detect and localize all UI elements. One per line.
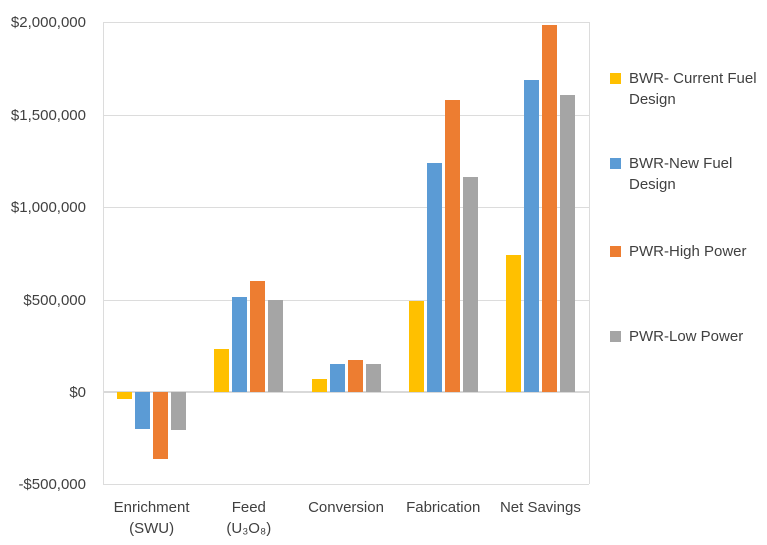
y-tick-label: $2,000,000 — [10, 14, 86, 32]
gridline — [103, 484, 589, 486]
legend-item: BWR- Current Fuel Design — [610, 68, 767, 110]
bar — [462, 176, 478, 392]
bar — [153, 392, 169, 459]
bar — [135, 392, 151, 429]
bar — [365, 364, 381, 392]
bar — [171, 392, 187, 430]
bar — [347, 359, 363, 392]
y-tick-label: $1,000,000 — [10, 199, 86, 217]
bar — [232, 296, 248, 392]
legend-swatch — [610, 158, 621, 169]
gridline — [103, 299, 589, 301]
legend-swatch — [610, 73, 621, 84]
x-category-label: Fabrication — [406, 499, 481, 516]
zero-axis-line — [103, 391, 589, 393]
bar — [559, 95, 575, 392]
plot-border-left — [103, 22, 104, 484]
bar — [117, 392, 133, 400]
legend-swatch — [610, 331, 621, 342]
legend-label: PWR-Low Power — [629, 328, 744, 345]
x-category-label: Feed (U₃O₈) — [226, 499, 272, 537]
bar — [444, 100, 460, 392]
legend: BWR- Current Fuel Design BWR-New Fuel Des… — [602, 0, 767, 545]
y-tick-label: $500,000 — [23, 291, 86, 309]
bar — [329, 364, 345, 392]
bar — [250, 281, 266, 392]
gridline — [103, 207, 589, 209]
gridline — [103, 114, 589, 116]
bar — [523, 79, 539, 392]
bar — [426, 162, 442, 392]
legend-label: BWR- Current Fuel Design — [629, 70, 757, 108]
bar — [505, 255, 521, 392]
bar — [214, 349, 230, 392]
legend-item: PWR-Low Power — [610, 326, 767, 347]
legend-item: BWR-New Fuel Design — [610, 153, 767, 195]
bar — [408, 300, 424, 392]
gridline — [103, 22, 589, 24]
legend-swatch — [610, 246, 621, 257]
x-category-label: Conversion — [308, 499, 384, 516]
y-tick-label: $0 — [69, 384, 86, 401]
bar — [311, 379, 327, 392]
legend-label: PWR-High Power — [629, 243, 747, 260]
x-category-label: Enrichment (SWU) — [113, 499, 190, 537]
legend-label: BWR-New Fuel Design — [629, 155, 733, 193]
plot-border-right — [589, 22, 590, 484]
y-tick-label: -$500,000 — [18, 476, 86, 494]
bar — [268, 299, 284, 392]
x-category-label: Net Savings — [499, 499, 581, 516]
bar — [541, 25, 557, 392]
legend-item: PWR-High Power — [610, 241, 767, 262]
y-tick-label: $1,500,000 — [10, 106, 86, 124]
